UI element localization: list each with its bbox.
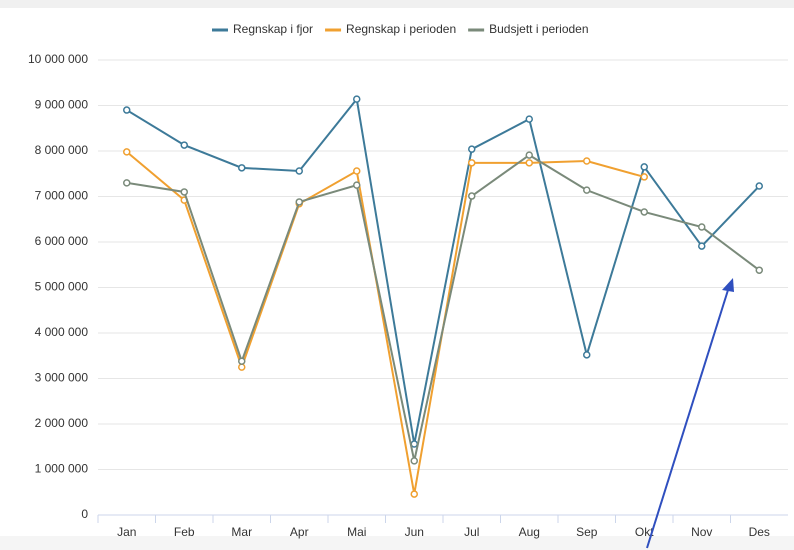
- y-tick-label: 9 000 000: [35, 98, 89, 112]
- x-tick-label: Jan: [117, 525, 136, 539]
- data-point: [353, 95, 361, 103]
- data-point: [238, 164, 246, 172]
- data-point: [353, 181, 361, 189]
- top-strip: [0, 0, 794, 8]
- data-point: [525, 159, 533, 167]
- data-point: [353, 167, 361, 175]
- x-tick-label: Nov: [691, 525, 712, 539]
- data-point: [180, 188, 188, 196]
- y-tick-label: 5 000 000: [35, 280, 89, 294]
- data-point: [525, 151, 533, 159]
- data-point: [640, 208, 648, 216]
- data-point: [698, 242, 706, 250]
- y-tick-label: 10 000 000: [28, 52, 88, 66]
- data-point: [410, 490, 418, 498]
- data-point: [698, 223, 706, 231]
- legend-label: Regnskap i perioden: [346, 22, 456, 36]
- x-tick-label: Sep: [576, 525, 598, 539]
- x-tick-label: Feb: [174, 525, 195, 539]
- data-point: [755, 182, 763, 190]
- x-tick-label: Mar: [231, 525, 252, 539]
- data-point: [640, 163, 648, 171]
- arrow-head: [722, 278, 734, 292]
- data-point: [238, 357, 246, 365]
- y-tick-label: 0: [81, 507, 88, 521]
- legend-label: Budsjett i perioden: [489, 22, 588, 36]
- x-tick-label: Okt: [635, 525, 654, 539]
- y-tick-label: 6 000 000: [35, 234, 89, 248]
- y-tick-label: 1 000 000: [35, 462, 89, 476]
- data-point: [410, 457, 418, 465]
- data-point: [123, 106, 131, 114]
- data-point: [295, 167, 303, 175]
- x-tick-label: Mai: [347, 525, 366, 539]
- series-line: [126, 151, 645, 495]
- y-tick-label: 8 000 000: [35, 143, 89, 157]
- x-tick-label: Aug: [519, 525, 540, 539]
- y-tick-label: 3 000 000: [35, 371, 89, 385]
- data-point: [640, 173, 648, 181]
- data-point: [468, 159, 476, 167]
- data-point: [583, 351, 591, 359]
- data-point: [238, 363, 246, 371]
- x-tick-label: Des: [749, 525, 770, 539]
- legend-label: Regnskap i fjor: [233, 22, 313, 36]
- data-point: [295, 198, 303, 206]
- series-line: [126, 96, 760, 445]
- x-tick-label: Jun: [405, 525, 424, 539]
- data-point: [468, 145, 476, 153]
- bottom-strip: [0, 536, 794, 550]
- data-point: [123, 148, 131, 156]
- data-point: [755, 266, 763, 274]
- y-tick-label: 4 000 000: [35, 325, 89, 339]
- series-line: [126, 153, 760, 462]
- data-point: [583, 186, 591, 194]
- y-tick-label: 7 000 000: [35, 189, 89, 203]
- x-tick-label: Jul: [464, 525, 479, 539]
- annotation-arrow: [646, 289, 729, 549]
- data-point: [525, 115, 533, 123]
- data-point: [468, 192, 476, 200]
- x-tick-label: Apr: [290, 525, 309, 539]
- data-point: [583, 157, 591, 165]
- y-tick-label: 2 000 000: [35, 416, 89, 430]
- data-point: [180, 141, 188, 149]
- data-point: [123, 179, 131, 187]
